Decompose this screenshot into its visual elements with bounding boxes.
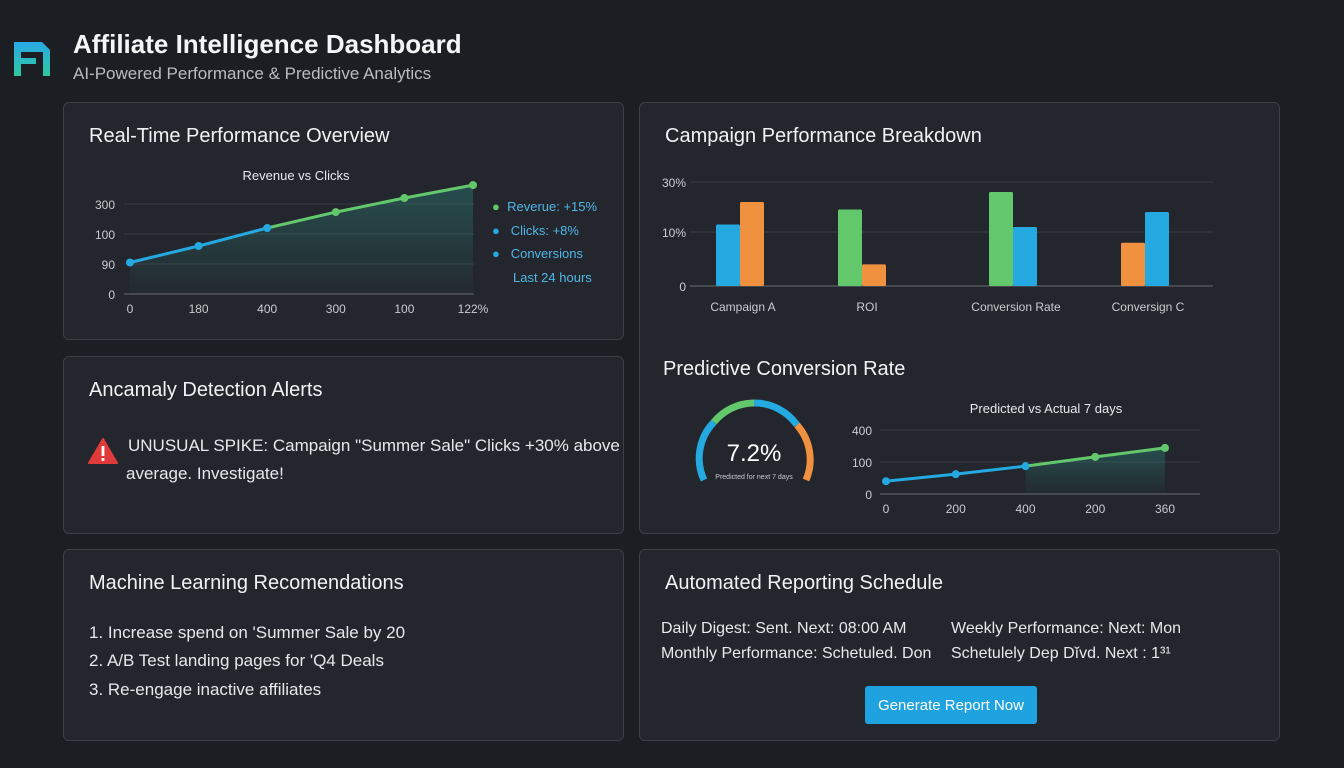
overview-legend: ● Reverue: +15% ● Clicks: +8% ● Conversi… xyxy=(492,195,597,289)
bar xyxy=(1121,242,1145,286)
y-tick-label: 100 xyxy=(95,228,115,242)
line-segment xyxy=(1095,446,1166,459)
bar xyxy=(862,264,886,286)
logo-icon xyxy=(14,42,50,76)
y-tick-label: 0 xyxy=(865,488,872,502)
x-tick-label: 200 xyxy=(946,502,966,516)
area-fill xyxy=(130,185,473,294)
legend-item-conversions: ● Conversions xyxy=(492,246,583,261)
data-point xyxy=(263,224,272,232)
gauge-value: 7.2% xyxy=(727,440,782,467)
warning-icon xyxy=(88,438,118,464)
line-segment xyxy=(1025,455,1096,468)
data-point xyxy=(882,477,890,486)
legend-item-revenue: ● Reverue: +15% xyxy=(492,199,598,214)
line-segment xyxy=(404,183,474,200)
data-point xyxy=(951,470,960,479)
x-tick-label: 100 xyxy=(394,302,414,316)
schedule-daily: Daily Digest: Sent. Next: 08:00 AM xyxy=(661,620,907,637)
chart-title: Revenue vs Clicks xyxy=(243,168,350,183)
line-segment xyxy=(885,472,956,483)
y-tick-label: 100 xyxy=(852,456,872,470)
data-point xyxy=(1091,452,1100,461)
x-tick-label: 0 xyxy=(883,502,890,516)
line-segment xyxy=(335,196,405,214)
schedule-other: Schetulely Dep Dĭvd. Next : 1³¹ xyxy=(951,645,1171,662)
legend-note: Last 24 hours xyxy=(513,269,592,285)
x-tick-label: 122% xyxy=(458,302,489,316)
x-tick-label: 360 xyxy=(1155,502,1175,516)
ml-item: 2. A/B Test landing pages for 'Q4 Deals xyxy=(89,651,384,670)
schedule-monthly: Monthly Performance: Schetuled. Don xyxy=(661,645,932,662)
x-tick-label: 400 xyxy=(257,302,277,316)
x-tick-label: 0 xyxy=(127,302,134,316)
bar xyxy=(740,202,764,286)
campaign-title: Campaign Performance Breakdown xyxy=(665,125,982,147)
ml-card xyxy=(63,549,624,741)
y-tick-label: 10% xyxy=(662,226,686,240)
line-segment xyxy=(955,464,1026,476)
data-point xyxy=(126,258,134,267)
data-point xyxy=(194,242,203,250)
x-tick-label: 180 xyxy=(189,302,209,316)
overview-title: Real-Time Performance Overview xyxy=(89,125,390,147)
data-point xyxy=(1161,443,1169,452)
bar xyxy=(1013,227,1037,286)
line-segment xyxy=(198,226,268,248)
ml-item: 1. Increase spend on 'Summer Sale by 20 xyxy=(89,623,406,642)
predicted-actual-chart: Predicted vs Actual 7 days 0 100 400 0 200 400… xyxy=(852,401,1200,516)
anomaly-card xyxy=(63,356,624,534)
anomaly-alert-line1: UNUSUAL SPIKE: Campaign "Summer Sale" Cl… xyxy=(128,436,620,455)
x-tick-label: ROI xyxy=(856,300,877,314)
data-point xyxy=(331,208,340,217)
bar xyxy=(838,209,862,286)
campaign-bar-chart: 0 10% 30% Campaign A ROI Conversion Rate Conve… xyxy=(662,176,1213,314)
x-tick-label: 300 xyxy=(326,302,346,316)
y-tick-label: 400 xyxy=(852,424,872,438)
gauge-label: Predicted for next 7 days xyxy=(715,474,793,481)
line-segment xyxy=(266,210,337,230)
y-tick-label: 90 xyxy=(102,258,116,272)
reporting-title: Automated Reporting Schedule xyxy=(665,572,943,594)
predictive-title: Predictive Conversion Rate xyxy=(663,358,906,380)
anomaly-alert-line2: average. Investigate! xyxy=(126,464,284,483)
page-title: Affiliate Intelligence Dashboard xyxy=(73,29,462,59)
line-segment xyxy=(129,244,199,264)
x-tick-label: 400 xyxy=(1015,502,1035,516)
y-tick-label: 0 xyxy=(108,288,115,302)
bar xyxy=(716,224,740,286)
x-tick-label: Conversign C xyxy=(1112,300,1185,314)
data-point xyxy=(469,181,477,190)
x-tick-label: 200 xyxy=(1085,502,1105,516)
generate-report-button[interactable]: Generate Report Now xyxy=(865,686,1037,724)
data-point xyxy=(1021,462,1030,471)
y-tick-label: 300 xyxy=(95,198,115,212)
revenue-clicks-chart: Revenue vs Clicks 0 90 100 300 0 180 400 300 100 1… xyxy=(95,168,489,316)
y-tick-label: 0 xyxy=(679,280,686,294)
x-tick-label: Conversion Rate xyxy=(971,300,1061,314)
data-point xyxy=(400,194,409,202)
bar xyxy=(1145,212,1169,286)
schedule-weekly: Weekly Performance: Next: Mon xyxy=(951,620,1182,637)
x-tick-label: Campaign A xyxy=(710,300,775,314)
ml-title: Machine Learning Recomendations xyxy=(89,572,404,594)
ml-item: 3. Re-engage inactive affiliates xyxy=(89,680,322,699)
bar xyxy=(989,192,1013,286)
legend-item-clicks: ● Clicks: +8% xyxy=(492,222,579,238)
y-tick-label: 30% xyxy=(662,176,686,190)
anomaly-title: Ancamaly Detection Alerts xyxy=(89,379,323,401)
chart-title: Predicted vs Actual 7 days xyxy=(970,401,1123,416)
area-fill xyxy=(1025,447,1165,494)
page-subtitle: AI-Powered Performance & Predictive Anal… xyxy=(73,64,432,83)
conversion-gauge: 7.2% Predicted for next 7 days xyxy=(695,399,814,482)
